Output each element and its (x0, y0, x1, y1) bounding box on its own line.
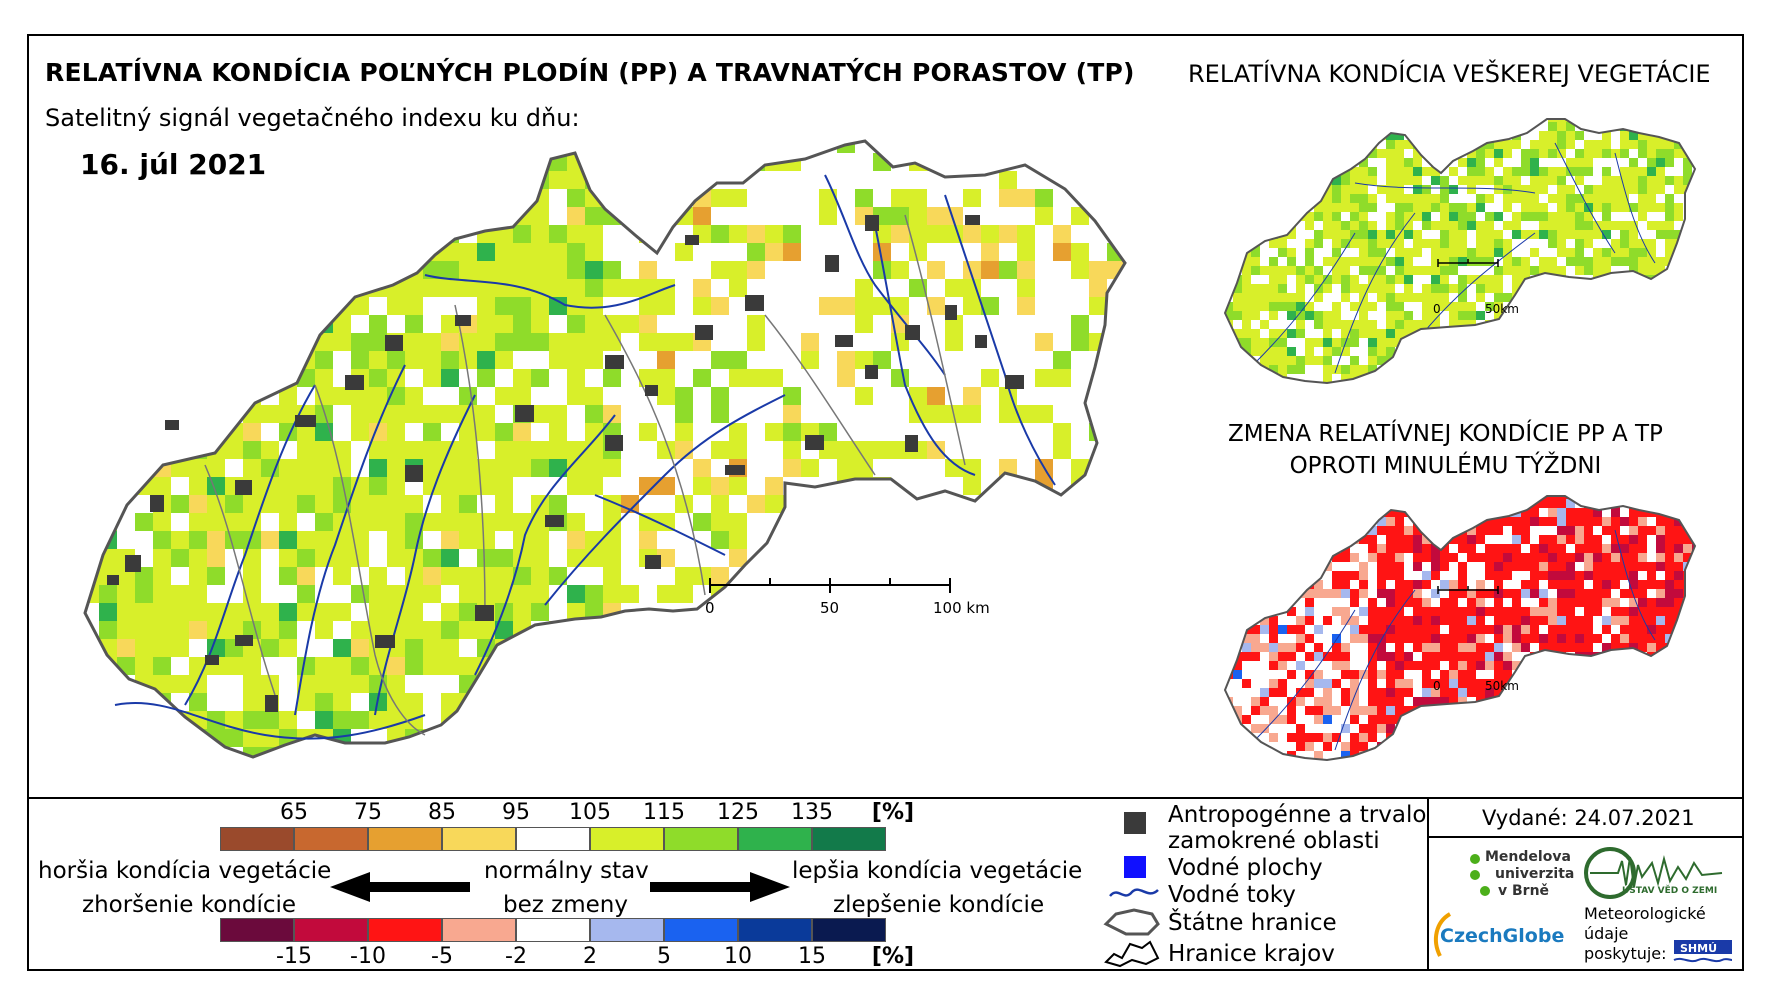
svg-text:50km: 50km (1485, 679, 1519, 693)
main-map: 0 50 100 km (83, 139, 1127, 759)
change-swatch-1 (294, 918, 368, 942)
main-scale-bar: 0 50 100 km (705, 578, 990, 617)
change-swatch-7 (738, 918, 812, 942)
mendel-logo-line3: v Brně (1498, 883, 1550, 899)
meteo-label-2: údaje (1584, 924, 1629, 943)
czechglobe-logo: CzechGlobe (1440, 925, 1565, 947)
issued-date: Vydané: 24.07.2021 (1482, 806, 1695, 830)
issued-divider (1427, 797, 1429, 971)
small-scale-bar-2: 0 50km (1433, 586, 1519, 693)
water-flow-label: Vodné toky (1168, 882, 1296, 908)
svg-text:0: 0 (1433, 302, 1441, 316)
legend-arrows (330, 872, 790, 902)
better-label-2: zlepšenie kondície (833, 892, 1045, 918)
condition-ticks: 65 75 85 95 105 115 125 135 [%] (280, 800, 915, 825)
issued-divider-h (1427, 836, 1744, 838)
normal-label-1: normálny stav (484, 858, 649, 884)
main-title: RELATÍVNA KONDÍCIA POĽNÝCH PLODÍN (PP) A… (45, 58, 1135, 87)
state-border-label: Štátne hranice (1168, 910, 1337, 936)
vegetation-map-raster (1225, 119, 1695, 383)
condition-color-scale (220, 827, 886, 851)
shmu-logo: SHMÚ (1673, 940, 1733, 963)
condition-swatch-1 (294, 827, 368, 851)
condition-swatch-6 (664, 827, 738, 851)
worse-label-2: zhoršenie kondície (82, 892, 297, 918)
change-map: 0 50km (1224, 495, 1696, 761)
water-area-swatch (1124, 856, 1146, 878)
arrow-right-icon (650, 872, 790, 902)
main-map-raster (85, 141, 1125, 757)
anthropogenic-label-1: Antropogénne a trvalo (1168, 802, 1427, 828)
change-swatch-4 (516, 918, 590, 942)
condition-swatch-7 (738, 827, 812, 851)
svg-text:50km: 50km (1485, 302, 1519, 316)
meteo-label-1: Meteorologické (1584, 904, 1706, 923)
legend-divider (27, 797, 1744, 799)
water-area-label: Vodné plochy (1168, 855, 1323, 881)
svg-text:SHMÚ: SHMÚ (1680, 942, 1717, 955)
scale-label-50: 50 (820, 599, 839, 617)
condition-swatch-2 (368, 827, 442, 851)
region-border-label: Hranice krajov (1168, 941, 1335, 967)
svg-text:ÚSTAV VĚD O ZEMI: ÚSTAV VĚD O ZEMI (1622, 884, 1717, 896)
better-label-1: lepšia kondícia vegetácie (792, 858, 1083, 884)
change-swatch-2 (368, 918, 442, 942)
condition-swatch-0 (220, 827, 294, 851)
state-border-icon (1103, 908, 1160, 936)
worse-label-1: horšia kondícia vegetácie (38, 858, 332, 884)
change-ticks: -15 -10 -5 -2 2 5 10 15 [%] (276, 944, 915, 969)
scale-label-0: 0 (705, 599, 715, 617)
change-swatch-5 (590, 918, 664, 942)
ustav-logo: ÚSTAV VĚD O ZEMI (1584, 847, 1723, 899)
vegetation-map-title: RELATÍVNA KONDÍCIA VEŠKEREJ VEGETÁCIE (1188, 60, 1711, 88)
svg-text:0: 0 (1433, 679, 1441, 693)
anthropogenic-label-2: zamokrené oblasti (1168, 828, 1380, 854)
change-swatch-0 (220, 918, 294, 942)
mendel-logo-line2: univerzita (1495, 866, 1575, 882)
change-map-raster (1225, 496, 1695, 760)
change-swatch-6 (664, 918, 738, 942)
small-scale-bar-1: 0 50km (1433, 259, 1519, 316)
date-label: 16. júl 2021 (80, 148, 267, 181)
subtitle: Satelitný signál vegetačného indexu ku d… (45, 104, 580, 132)
change-swatch-8 (812, 918, 886, 942)
vegetation-map: 0 50km (1224, 118, 1696, 384)
condition-swatch-4 (516, 827, 590, 851)
mendel-logo-line1: Mendelova (1485, 849, 1571, 865)
condition-swatch-8 (812, 827, 886, 851)
arrow-left-icon (330, 872, 470, 902)
region-border-icon (1104, 940, 1160, 968)
urban-areas (107, 215, 1024, 712)
scale-label-100: 100 km (933, 599, 990, 617)
water-flow-icon (1109, 888, 1159, 897)
condition-swatch-3 (442, 827, 516, 851)
condition-swatch-5 (590, 827, 664, 851)
change-map-title: ZMENA RELATÍVNEJ KONDÍCIE PP A TP OPROTI… (1228, 421, 1663, 479)
region-borders (204, 214, 966, 736)
change-swatch-3 (442, 918, 516, 942)
change-color-scale (220, 918, 886, 942)
meteo-label-3: poskytuje: (1584, 944, 1667, 963)
anthropogenic-swatch (1124, 812, 1146, 834)
normal-label-2: bez zmeny (503, 892, 628, 918)
czechglobe-arc-icon (1433, 912, 1452, 957)
